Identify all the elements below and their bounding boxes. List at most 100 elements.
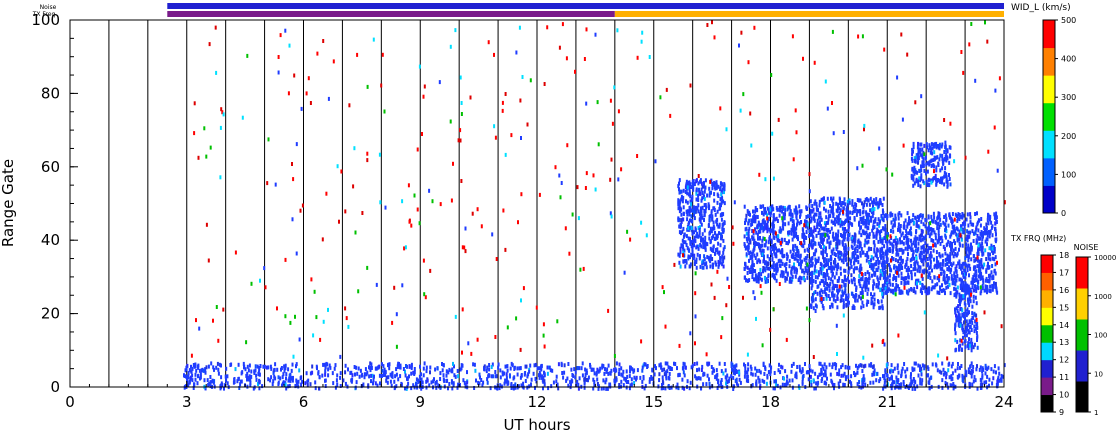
echo-cell	[935, 233, 937, 237]
echo-cell	[826, 269, 828, 273]
echo-cell	[702, 191, 704, 195]
echo-cell	[964, 292, 966, 296]
echo-cell	[851, 199, 853, 203]
echo-cell	[756, 253, 758, 257]
echo-cell	[936, 256, 938, 260]
echo-cell	[933, 150, 935, 154]
echo-cell	[895, 292, 897, 296]
echo-cell	[752, 210, 754, 214]
echo-cell	[996, 215, 998, 219]
echo-cell	[914, 266, 916, 270]
echo-cell	[352, 184, 354, 188]
echo-cell	[184, 374, 186, 378]
echo-cell	[810, 264, 812, 268]
echo-cell	[809, 318, 811, 322]
echo-cell	[781, 366, 783, 370]
echo-cell	[481, 224, 483, 228]
echo-cell	[618, 383, 620, 387]
echo-cell	[840, 233, 842, 237]
echo-cell	[636, 154, 638, 158]
echo-cell	[773, 236, 775, 240]
echo-cell	[368, 374, 370, 378]
echo-cell	[324, 369, 326, 373]
echo-cell	[440, 202, 442, 206]
echo-cell	[914, 237, 916, 241]
echo-cell	[759, 223, 761, 227]
echo-cell	[798, 277, 800, 281]
echo-cell	[455, 315, 457, 319]
echo-cell	[461, 101, 463, 105]
status-strips	[167, 3, 1004, 17]
echo-cell	[352, 373, 354, 377]
echo-cell	[902, 250, 904, 254]
echo-cell	[919, 368, 921, 372]
echo-cell	[967, 244, 969, 248]
echo-cell	[845, 297, 847, 301]
echo-cell	[814, 372, 816, 376]
echo-cell	[881, 247, 883, 251]
echo-cell	[944, 166, 946, 170]
echo-cell	[853, 261, 855, 265]
echo-cell	[605, 378, 607, 382]
echo-cell	[827, 107, 829, 111]
echo-cell	[373, 38, 375, 42]
echo-cell	[773, 213, 775, 217]
echo-cell	[682, 239, 684, 243]
echo-cell	[958, 345, 960, 349]
echo-cell	[919, 169, 921, 173]
echo-cell	[873, 372, 875, 376]
echo-cell	[721, 255, 723, 259]
echo-cell	[907, 273, 909, 277]
echo-cell	[898, 371, 900, 375]
echo-cell	[612, 122, 614, 126]
echo-cell	[986, 242, 988, 246]
echo-cell	[663, 368, 665, 372]
echo-cell	[255, 374, 257, 378]
echo-cell	[916, 237, 918, 241]
echo-cell	[950, 291, 952, 295]
echo-cell	[802, 57, 804, 61]
echo-cell	[711, 365, 713, 369]
echo-cell	[837, 255, 839, 259]
echo-cell	[975, 378, 977, 382]
echo-cell	[620, 366, 622, 370]
echo-cell	[860, 244, 862, 248]
echo-cell	[926, 219, 928, 223]
echo-cell	[825, 369, 827, 373]
echo-cell	[945, 218, 947, 222]
echo-cell	[691, 219, 693, 223]
echo-cell	[818, 231, 820, 235]
echo-cell	[547, 372, 549, 376]
echo-cell	[844, 227, 846, 231]
echo-cell	[555, 379, 557, 383]
echo-cell	[965, 242, 967, 246]
echo-cell	[980, 378, 982, 382]
echo-cell	[225, 375, 227, 379]
echo-cell	[953, 228, 955, 232]
echo-cell	[920, 220, 922, 224]
echo-cell	[989, 234, 991, 238]
echo-cell	[985, 364, 987, 368]
echo-cell	[804, 258, 806, 262]
echo-cell	[683, 235, 685, 239]
echo-cell	[950, 182, 952, 186]
echo-cell	[813, 230, 815, 234]
echo-cell	[991, 276, 993, 280]
echo-cell	[714, 208, 716, 212]
echo-cell	[293, 355, 295, 359]
echo-cell	[514, 366, 516, 370]
echo-cell	[817, 285, 819, 289]
echo-cell	[981, 276, 983, 280]
echo-cell	[609, 178, 611, 182]
echo-cell	[881, 299, 883, 303]
echo-cell	[988, 274, 990, 278]
echo-cell	[717, 210, 719, 214]
echo-cell	[581, 366, 583, 370]
echo-cell	[203, 126, 205, 130]
echo-cell	[951, 274, 953, 278]
echo-cell	[761, 239, 763, 243]
echo-cell	[462, 378, 464, 382]
echo-cell	[876, 283, 878, 287]
echo-cell	[849, 266, 851, 270]
echo-cell	[763, 372, 765, 376]
